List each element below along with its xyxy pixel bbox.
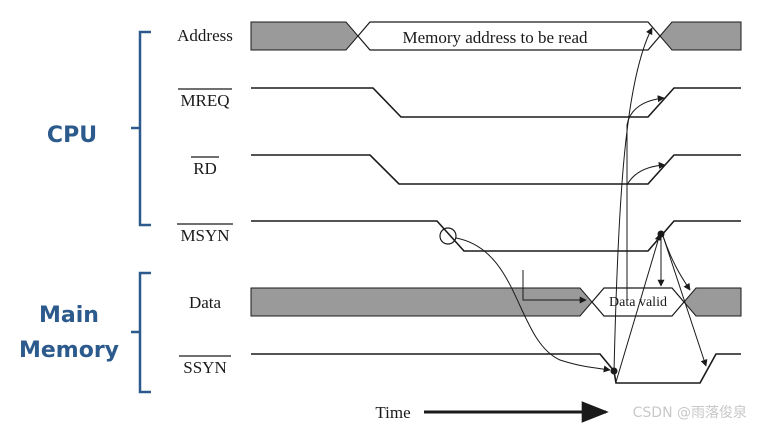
signal-label-data: Data — [189, 293, 222, 312]
mreq-waveform — [251, 87, 741, 118]
time-axis-label: Time — [375, 403, 410, 422]
signal-label-ssyn: SSYN — [183, 358, 226, 377]
msyn-waveform — [251, 220, 741, 252]
data-bus-invalid-left — [250, 287, 593, 317]
data-bus-invalid-right — [683, 287, 742, 317]
arrow-ssyn-to-address — [613, 27, 653, 373]
msyn-falling-edge-marker — [439, 227, 457, 245]
address-bus-invalid-right — [659, 21, 742, 51]
address-value-label: Memory address to be read — [402, 28, 588, 47]
arrow-data-region — [662, 235, 691, 291]
arrow-ssyn-to-mreq — [626, 95, 665, 300]
arrow-msyn-to-ssyn-rise — [662, 235, 708, 367]
ssyn-waveform — [251, 353, 741, 384]
rd-waveform — [251, 154, 741, 185]
signal-label-msyn: MSYN — [180, 226, 229, 245]
address-bus-invalid-left — [250, 21, 359, 51]
cpu-group-label: CPU — [47, 123, 97, 148]
main-memory-group-label-line2: Memory — [19, 338, 119, 363]
signal-label-address: Address — [177, 26, 233, 45]
signal-label-rd: RD — [193, 159, 217, 178]
arrow-msyn-to-ssyn — [455, 237, 611, 373]
arrow-to-msyn — [615, 233, 662, 383]
main-memory-group-label-line1: Main — [39, 303, 99, 328]
watermark: CSDN @雨落俊泉 — [633, 404, 747, 421]
arrow-ssyn-to-rd — [626, 161, 666, 186]
arrow-msyn-to-data — [522, 270, 587, 304]
msyn-edge-dot — [657, 230, 665, 238]
ssyn-edge-dot — [610, 367, 618, 375]
main-memory-bracket — [131, 271, 151, 394]
cpu-bracket — [131, 30, 151, 227]
signal-label-mreq: MREQ — [180, 91, 229, 110]
data-value-label: Data valid — [609, 295, 667, 310]
